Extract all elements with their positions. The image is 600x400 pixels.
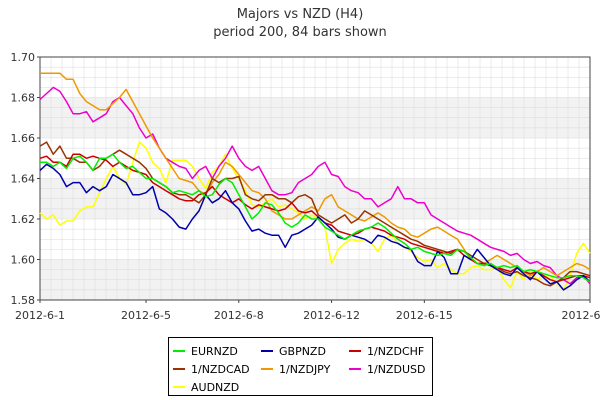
x-tick-label: 2012-6-8	[214, 309, 264, 322]
legend-label: 1/NZDCHF	[367, 344, 425, 358]
line-chart: 1.581.601.621.641.661.681.70 2012-6-1 201…	[11, 51, 600, 322]
series-lines	[39, 72, 591, 291]
legend-item: 1/NZDJPY	[261, 362, 330, 376]
chart-subtitle: period 200, 84 bars shown	[213, 25, 387, 40]
y-tick-label: 1.62	[11, 213, 36, 226]
legend-label: EURNZD	[191, 344, 238, 358]
legend-item: AUDNZD	[173, 380, 239, 394]
legend-label: AUDNZD	[191, 380, 240, 394]
y-tick-label: 1.64	[11, 173, 36, 186]
x-axis-ticks: 2012-6-1 2012-6-5 2012-6-8 2012-6-12 2012-6-…	[15, 300, 600, 322]
legend-item: 1/NZDCHF	[349, 344, 424, 358]
x-tick-label: 2012-6-19	[562, 309, 600, 322]
legend-swatch	[261, 368, 273, 370]
series-line-gbpnzd	[39, 163, 591, 291]
legend-swatch	[173, 386, 185, 388]
series-line-eurnzd	[40, 153, 591, 283]
legend: EURNZD GBPNZD 1/NZDCHF 1/NZDCAD 1/NZDJPY 1/NZ…	[168, 337, 433, 396]
legend-swatch	[349, 368, 361, 370]
x-tick-label: 2012-6-5	[121, 309, 171, 322]
legend-item: 1/NZDCAD	[173, 362, 250, 376]
legend-swatch	[261, 350, 273, 352]
legend-swatch	[173, 350, 185, 352]
y-axis-ticks: 1.58 1.60 1.62 1.64 1.66 1.68 1.70	[11, 51, 40, 307]
series-line-1-nzdjpy	[40, 72, 591, 277]
legend-label: 1/NZDCAD	[191, 362, 250, 376]
chart-title: Majors vs NZD (H4)	[236, 7, 364, 22]
y-tick-label: 1.58	[11, 294, 36, 307]
legend-item: GBPNZD	[261, 344, 326, 358]
legend-label: GBPNZD	[279, 344, 326, 358]
x-tick-label: 2012-6-1	[15, 309, 65, 322]
y-tick-label: 1.60	[11, 254, 36, 267]
y-tick-label: 1.70	[11, 51, 36, 64]
legend-item: EURNZD	[173, 344, 238, 358]
legend-swatch	[349, 350, 361, 352]
series-line-1-nzdusd	[39, 86, 591, 285]
legend-item: 1/NZDUSD	[349, 362, 425, 376]
legend-swatch	[173, 368, 185, 370]
x-tick-label: 2012-6-12	[303, 309, 360, 322]
y-tick-label: 1.66	[11, 132, 36, 145]
legend-label: 1/NZDUSD	[367, 362, 426, 376]
legend-label: 1/NZDJPY	[279, 362, 331, 376]
y-tick-label: 1.68	[11, 92, 36, 105]
x-tick-label: 2012-6-15	[396, 309, 453, 322]
